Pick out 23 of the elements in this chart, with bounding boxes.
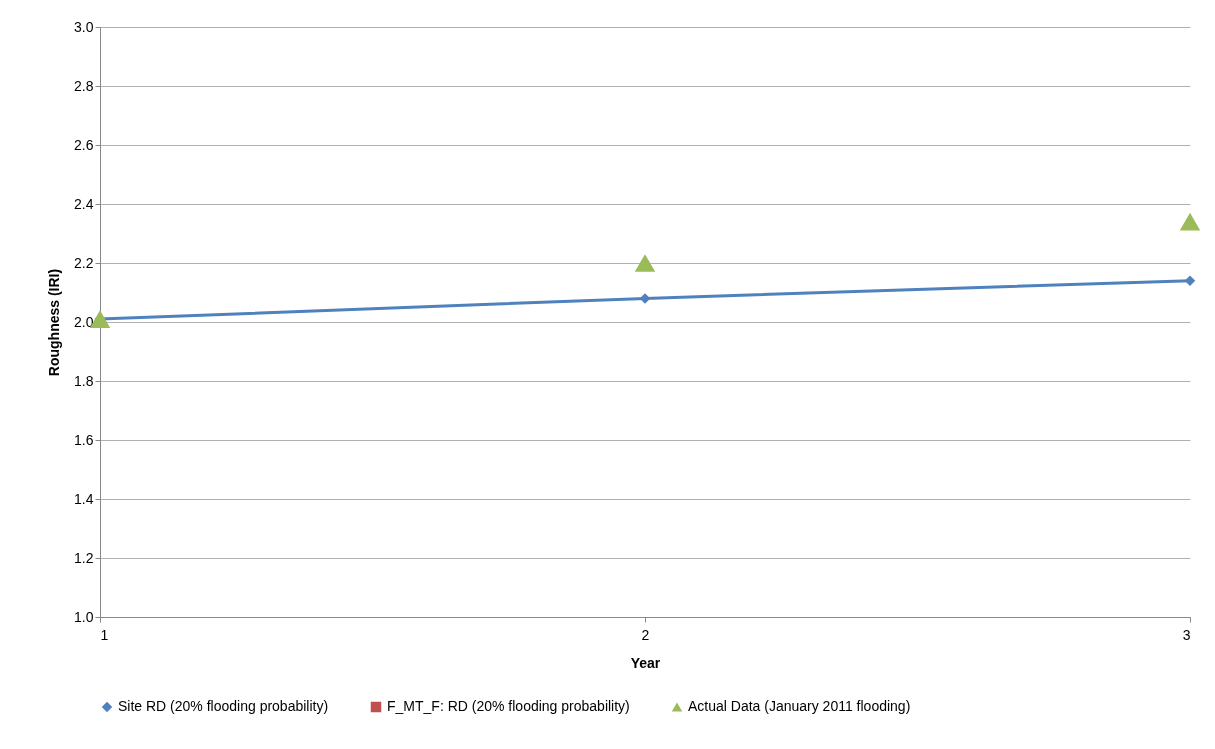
point: [639, 293, 651, 304]
y-tick-label: 2.6: [74, 136, 94, 153]
legend-label: Site RD (20% flooding probability): [118, 698, 329, 714]
y-tick-label: 2.4: [74, 195, 94, 212]
y-axis-title: Roughness (IRI): [46, 268, 63, 377]
y-tick-label: 1.4: [74, 490, 94, 507]
y-tick-label: 1.6: [74, 431, 94, 448]
y-tick-label: 2.0: [74, 313, 94, 330]
y-tick-label: 2.8: [74, 77, 94, 94]
point: [634, 254, 656, 272]
y-tick-label: 1.2: [74, 549, 94, 566]
x-tick-label: 2: [641, 626, 650, 643]
y-tick-label: 2.2: [74, 254, 94, 271]
y-tick-label: 1.8: [74, 372, 94, 389]
legend-label: F_MT_F: RD (20% flooding probability): [387, 698, 630, 714]
legend-label: Actual Data (January 2011 flooding): [688, 698, 911, 714]
point: [1179, 212, 1201, 231]
point: [1184, 275, 1196, 286]
x-axis-title: Year: [630, 654, 661, 671]
y-tick-label: 3.0: [74, 18, 94, 35]
x-tick-label: 1: [100, 626, 109, 643]
y-tick-label: 1.0: [74, 608, 94, 625]
x-tick-label: 3: [1182, 626, 1191, 643]
